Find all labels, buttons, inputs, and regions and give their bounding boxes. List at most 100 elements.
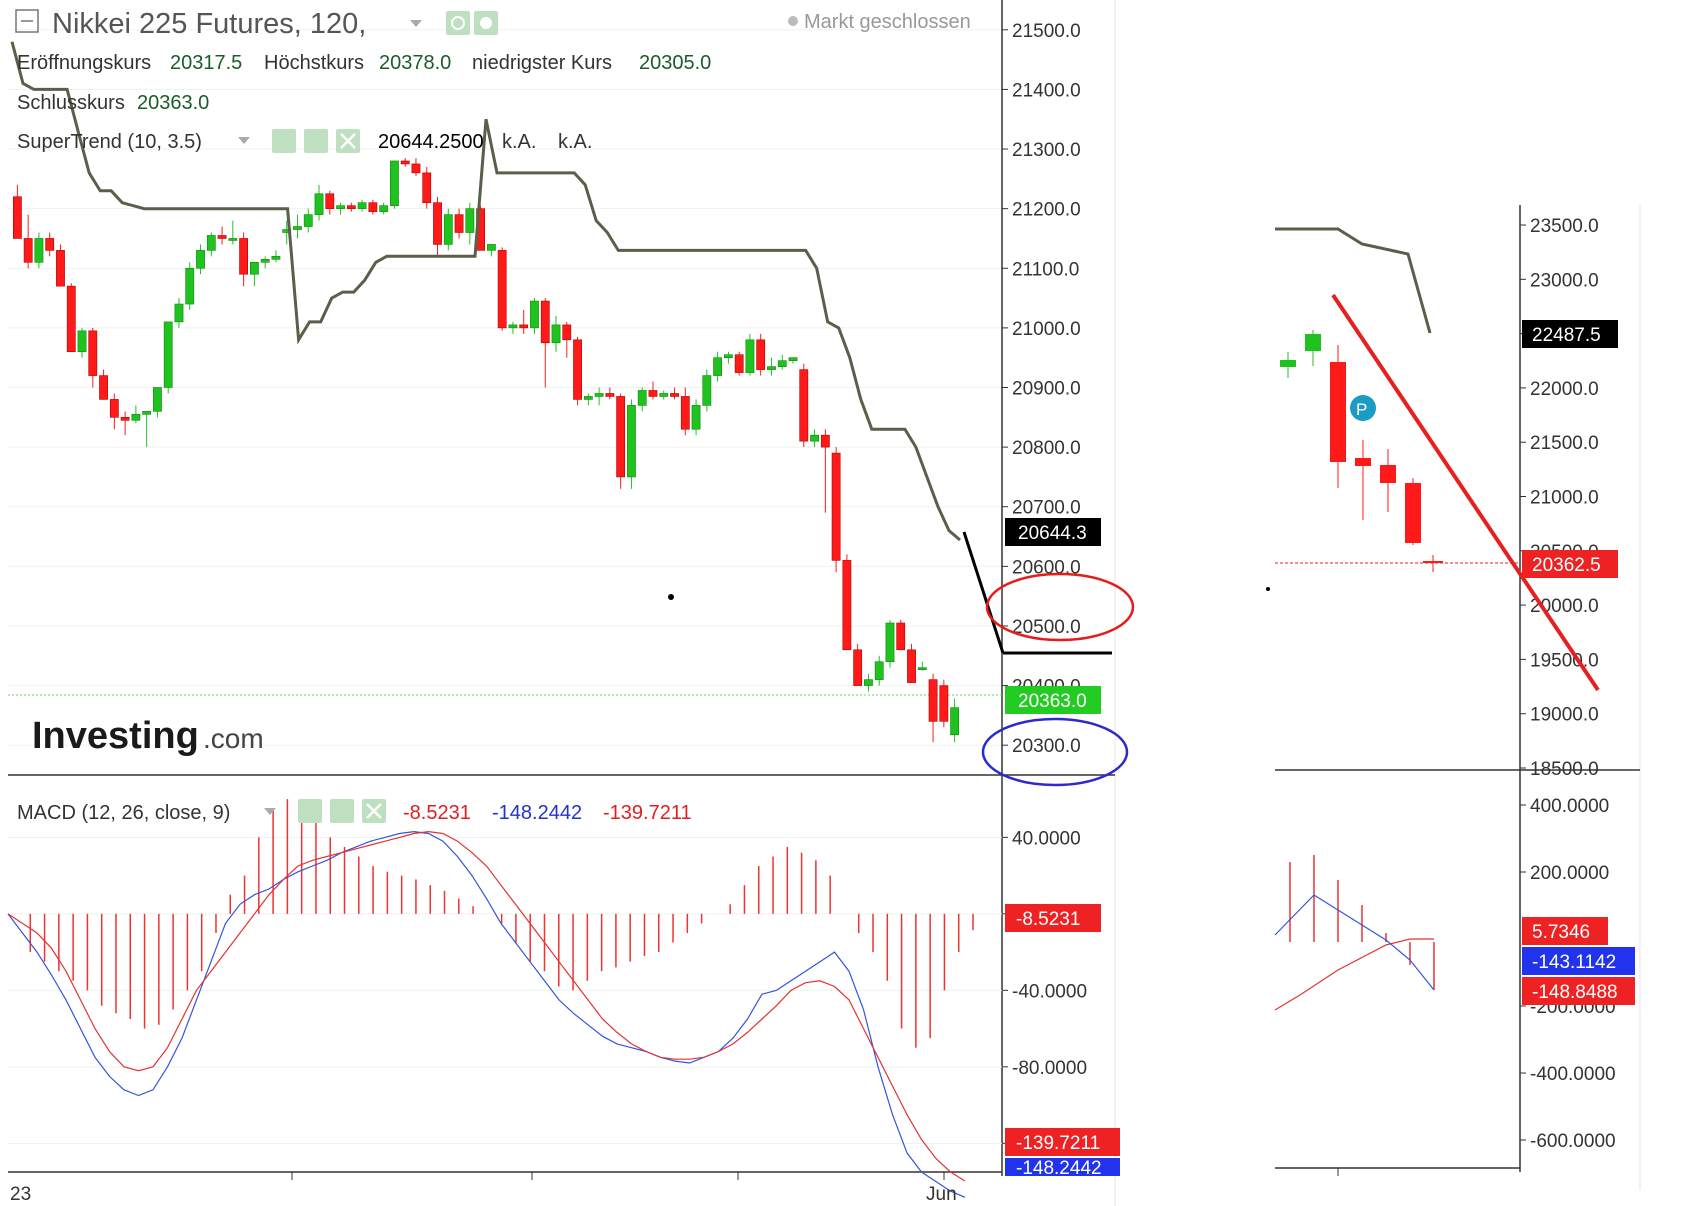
right-price-axis-label: 23500.0: [1530, 216, 1599, 237]
macd-signal-tag: -139.7211: [1016, 1133, 1100, 1154]
right-hist-tag: 5.7346: [1532, 922, 1590, 943]
candle-body: [400, 160, 410, 165]
x-label-right: Jun: [926, 1184, 957, 1205]
candle-body: [206, 235, 216, 251]
open-label: Eröffnungskurs: [17, 52, 151, 74]
candle-body: [627, 405, 636, 478]
price-axis-label: 20900.0: [1012, 379, 1081, 400]
last-price-tag-bg: [1005, 686, 1101, 714]
right-panel: 23500.023000.022500.022000.021500.021000…: [1274, 205, 1641, 1190]
macd-dropdown-icon[interactable]: [264, 808, 276, 815]
candle-body: [605, 393, 615, 397]
candle-body: [142, 411, 152, 415]
indicator-na-1: k.A.: [502, 131, 536, 153]
low-value: 20305.0: [639, 52, 711, 74]
title-dropdown-icon[interactable]: [410, 20, 422, 27]
candle-body: [99, 375, 108, 400]
right-signal-tag: -148.8488: [1532, 982, 1618, 1003]
candle-body: [756, 339, 766, 370]
macd-axis-label: 40.0000: [1012, 828, 1081, 849]
candle-body: [508, 324, 518, 329]
candle-body: [917, 667, 927, 670]
indicator-dropdown-icon[interactable]: [238, 137, 250, 144]
candle-body: [239, 238, 249, 275]
candle-body: [540, 300, 550, 344]
x-glyph: [340, 133, 356, 149]
price-axis-label: 20700.0: [1012, 498, 1081, 519]
candle-body: [637, 390, 647, 406]
price-axis-label: 20500.0: [1012, 617, 1081, 638]
time-axis: 23 Jun: [10, 1172, 957, 1205]
macd-hist-tag-bg: [1005, 904, 1101, 932]
collapse-icon[interactable]: [15, 9, 39, 33]
candle-body: [939, 685, 949, 722]
eye-glyph: [451, 16, 465, 30]
logo-suffix: .com: [203, 723, 264, 754]
candle-body: [260, 259, 270, 263]
candle-body: [723, 354, 733, 358]
candle-body: [12, 196, 22, 239]
macd-signal-tag-bg: [1005, 1128, 1120, 1156]
candle-body: [443, 214, 453, 245]
p-marker-label: P: [1356, 400, 1367, 419]
price-axis-label: 21100.0: [1012, 259, 1079, 280]
macd-axis-label: -40.0000: [1012, 981, 1087, 1002]
candle-body: [422, 172, 432, 203]
candle-body: [573, 339, 582, 400]
indicator-label: SuperTrend (10, 3.5): [17, 131, 202, 153]
status-dot: [788, 16, 798, 26]
indicator-settings-icon[interactable]: [304, 129, 328, 153]
right-price-axis-label: 19500.0: [1530, 650, 1599, 671]
logo-brand: Investing: [32, 715, 199, 757]
macd-settings-icon[interactable]: [330, 799, 354, 823]
high-value: 20378.0: [379, 52, 451, 74]
candle-body: [874, 661, 884, 680]
price-axis-label: 21000.0: [1012, 319, 1081, 340]
right-last-tag-bg: [1522, 550, 1618, 578]
visibility-icon[interactable]: [446, 11, 470, 35]
candle-body: [88, 330, 98, 376]
annotations: [668, 531, 1270, 787]
candle-body: [45, 238, 55, 251]
right-macd-axis-label: 400.0000: [1530, 796, 1609, 817]
right-macd-line: [1274, 894, 1435, 991]
macd-line-tag-bg: [1005, 1158, 1120, 1176]
candle-body: [562, 324, 572, 341]
candle-body: [928, 679, 938, 722]
candle-body: [314, 193, 324, 215]
right-macd-axis: 400.0000200.0000-200.0000-400.0000-600.0…: [1520, 796, 1616, 1152]
red-trend-line: [1331, 293, 1600, 692]
candle-body: [174, 303, 184, 323]
macd-visibility-icon[interactable]: [298, 799, 322, 823]
macd-axis: 40.00000.0000-40.0000-80.0000-120.0000: [1002, 828, 1098, 1155]
candle-body: [702, 375, 712, 406]
candle-body: [497, 250, 507, 329]
investing-logo: Investing .com: [32, 715, 264, 757]
open-value: 20317.5: [170, 52, 242, 74]
price-axis-label: 21400.0: [1012, 80, 1081, 101]
candle-body: [56, 250, 65, 287]
candle-body: [842, 560, 852, 651]
candle-body: [185, 267, 195, 305]
right-price-axis-label: 19000.0: [1530, 705, 1599, 726]
indicator-visibility-icon[interactable]: [272, 129, 296, 153]
dot-mark: [668, 594, 674, 600]
right-price-axis-label: 22000.0: [1530, 379, 1599, 400]
p-marker: [1350, 395, 1376, 421]
right-last-tag: 20362.5: [1532, 555, 1601, 576]
right-supertrend-tag-bg: [1522, 320, 1618, 348]
right-hist-tag-bg: [1522, 917, 1608, 945]
price-axis-label: 21200.0: [1012, 200, 1081, 221]
low-label: niedrigster Kurs: [472, 52, 612, 74]
candle-body: [734, 354, 744, 373]
signal-line: [7, 830, 966, 1182]
macd-tags: -8.5231 -139.7211 -148.2442: [1005, 904, 1120, 1179]
candle-body: [336, 205, 345, 209]
candle-body: [885, 622, 895, 663]
candle-body: [23, 238, 33, 263]
candle-body: [659, 393, 669, 397]
right-macd-tag-bg: [1522, 947, 1635, 975]
right-supertrend-tag: 22487.5: [1532, 325, 1601, 346]
candle-body: [357, 202, 367, 209]
price-axis-label: 20800.0: [1012, 438, 1081, 459]
